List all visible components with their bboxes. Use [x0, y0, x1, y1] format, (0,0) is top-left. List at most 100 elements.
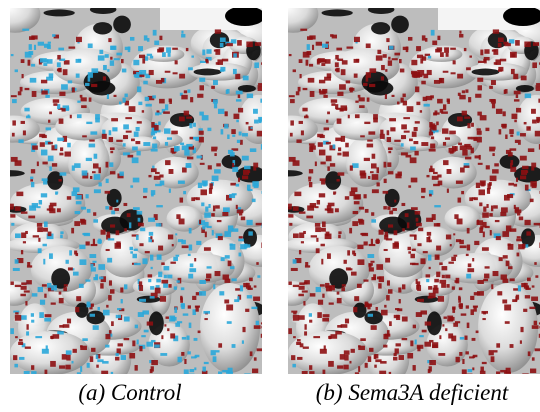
red-speck [417, 346, 420, 351]
red-speck [18, 342, 23, 345]
blue-speck [151, 194, 154, 197]
red-speck [149, 70, 154, 75]
red-speck [422, 330, 427, 333]
red-speck [503, 111, 506, 116]
red-speck [531, 163, 536, 168]
blue-speck [248, 231, 252, 235]
red-speck [408, 37, 412, 41]
cavity [367, 81, 394, 95]
red-speck [376, 55, 383, 60]
blue-speck [123, 143, 126, 146]
red-speck [450, 48, 456, 50]
red-speck [328, 361, 334, 367]
red-speck [15, 285, 21, 287]
red-speck [323, 370, 326, 375]
blue-speck [111, 372, 113, 377]
red-speck [491, 80, 496, 85]
red-speck [344, 260, 347, 264]
blue-speck [55, 144, 58, 148]
blue-speck [518, 285, 521, 291]
red-speck [200, 189, 207, 195]
red-speck [321, 244, 325, 247]
red-speck [341, 69, 346, 75]
red-speck [175, 60, 178, 64]
red-speck [176, 214, 180, 219]
red-speck [139, 55, 145, 58]
red-speck [448, 262, 453, 264]
blue-speck [150, 255, 153, 261]
red-speck [258, 83, 263, 85]
red-speck [142, 58, 145, 63]
red-speck [494, 350, 498, 352]
blue-speck [35, 336, 42, 338]
red-speck [199, 85, 203, 90]
blue-speck [82, 338, 87, 341]
cavity [488, 32, 507, 48]
red-speck [365, 209, 369, 213]
red-speck [403, 117, 410, 119]
blue-speck [90, 314, 95, 317]
red-speck [209, 183, 212, 189]
red-speck [516, 239, 522, 242]
red-speck [534, 262, 536, 265]
red-speck [301, 241, 304, 243]
red-speck [531, 167, 534, 170]
panel-image [265, 0, 540, 384]
blue-speck [153, 136, 156, 139]
blue-speck [186, 166, 192, 168]
red-speck [496, 371, 500, 375]
blue-speck [177, 321, 182, 323]
blue-speck [250, 148, 256, 152]
red-speck [404, 131, 410, 133]
red-speck [111, 321, 114, 326]
blue-speck [11, 223, 14, 226]
red-speck [261, 322, 266, 324]
red-speck [252, 369, 258, 374]
red-speck [167, 328, 169, 331]
red-speck [520, 133, 526, 136]
blue-speck [137, 340, 139, 345]
blue-speck [107, 94, 109, 99]
red-speck [299, 282, 304, 285]
red-speck [200, 163, 205, 165]
blue-speck [143, 142, 150, 146]
blue-speck [194, 338, 198, 341]
blue-speck [98, 55, 105, 60]
red-speck [477, 85, 481, 90]
red-speck [238, 108, 243, 113]
red-speck [395, 308, 399, 310]
blue-speck [75, 211, 81, 214]
red-speck [23, 130, 26, 135]
red-speck [401, 135, 406, 139]
blue-speck [55, 191, 58, 193]
red-speck [388, 224, 393, 227]
red-speck [429, 194, 432, 197]
blue-speck [204, 362, 209, 364]
red-speck [402, 338, 408, 340]
red-speck [411, 207, 418, 210]
red-speck [409, 139, 413, 142]
red-speck [521, 76, 527, 81]
red-speck [204, 318, 207, 320]
red-speck [529, 307, 535, 309]
red-speck [532, 120, 537, 124]
red-speck [466, 67, 471, 70]
red-speck [528, 148, 534, 152]
red-speck [324, 127, 329, 130]
red-speck [389, 118, 396, 121]
blue-speck [116, 315, 121, 318]
red-speck [109, 280, 112, 285]
red-speck [460, 167, 465, 172]
red-speck [397, 102, 400, 105]
blue-speck [51, 285, 57, 290]
red-speck [452, 146, 456, 152]
red-speck [120, 287, 123, 292]
red-speck [57, 69, 61, 72]
red-speck [239, 236, 243, 238]
red-speck [90, 176, 92, 179]
red-speck [253, 297, 260, 301]
red-speck [456, 181, 463, 184]
red-speck [316, 248, 320, 253]
blue-speck [174, 307, 177, 313]
blue-speck [367, 254, 374, 258]
